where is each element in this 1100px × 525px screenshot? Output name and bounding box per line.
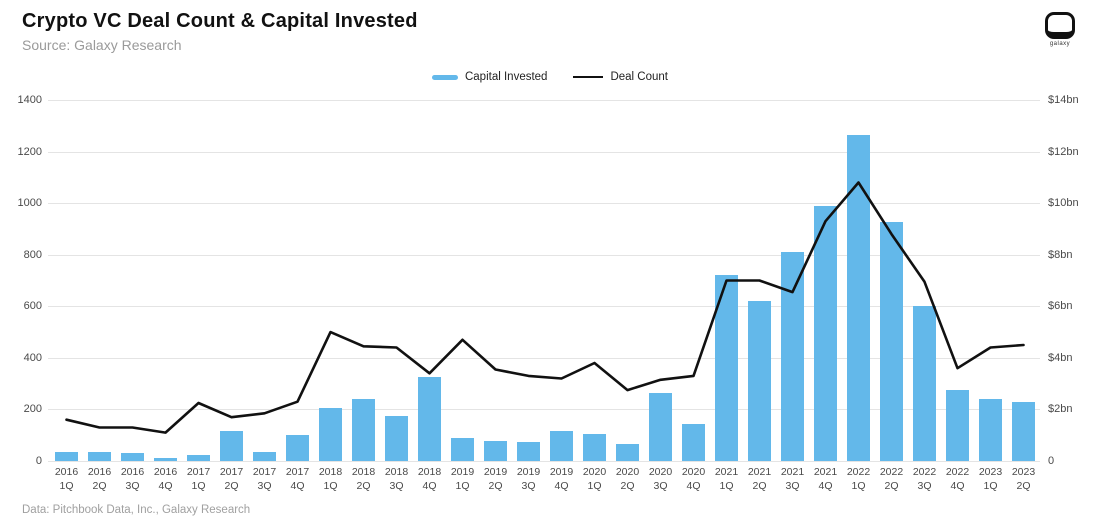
right-axis-tick-label: 0 — [1048, 455, 1055, 467]
x-axis-tick-label: 2019 2Q — [483, 466, 508, 492]
legend-item-deal-count: Deal Count — [573, 71, 668, 83]
x-axis-tick-label: 2018 2Q — [351, 466, 376, 492]
x-axis-tick-label: 2018 4Q — [417, 466, 442, 492]
capital-invested-bar — [418, 377, 441, 461]
x-axis-tick-label: 2020 4Q — [681, 466, 706, 492]
right-axis-tick-label: $10bn — [1048, 197, 1079, 210]
galaxy-logo: galaxy — [1038, 12, 1082, 47]
left-axis-tick-label: 1000 — [17, 197, 42, 210]
left-axis-tick-label: 200 — [23, 403, 42, 416]
capital-invested-bar — [847, 134, 870, 461]
gridline — [48, 100, 1040, 101]
capital-invested-bar — [220, 431, 243, 461]
capital-invested-bar — [121, 452, 144, 461]
x-axis-tick-label: 2022 4Q — [945, 466, 970, 492]
x-axis-tick-label: 2021 1Q — [714, 466, 739, 492]
x-axis-tick-label: 2023 2Q — [1011, 466, 1036, 492]
x-axis-tick-label: 2022 2Q — [879, 466, 904, 492]
capital-invested-bar — [781, 252, 804, 461]
left-axis-tick-label: 400 — [23, 351, 42, 364]
capital-invested-bar — [484, 440, 507, 461]
capital-invested-bar — [814, 205, 837, 461]
x-axis-tick-label: 2017 1Q — [186, 466, 211, 492]
gridline — [48, 203, 1040, 205]
capital-invested-bar — [1012, 401, 1035, 461]
capital-invested-bar — [385, 415, 408, 461]
right-axis-tick-label: $6bn — [1048, 300, 1073, 313]
gridline — [48, 151, 1040, 153]
legend-capital-invested-label: Capital Invested — [464, 71, 548, 83]
right-axis-tick-label: $4bn — [1048, 351, 1073, 364]
x-axis-tick-label: 2017 3Q — [252, 466, 277, 492]
capital-invested-bar — [616, 444, 639, 461]
capital-invested-bar — [550, 431, 573, 461]
x-axis-tick-label: 2016 3Q — [120, 466, 145, 492]
capital-invested-bar — [517, 441, 540, 461]
capital-invested-bar — [154, 457, 177, 461]
right-axis-tick-label: $8bn — [1048, 248, 1073, 261]
left-axis-tick-label: 1200 — [17, 145, 42, 158]
x-axis-tick-label: 2022 1Q — [846, 466, 871, 492]
x-axis-tick-label: 2019 3Q — [516, 466, 541, 492]
page-title: Crypto VC Deal Count & Capital Invested — [22, 10, 418, 32]
galaxy-logo-icon — [1045, 12, 1075, 39]
deal-count-swatch-icon — [573, 76, 604, 78]
chart-legend: Capital Invested Deal Count — [0, 71, 1100, 83]
capital-invested-bar — [649, 392, 672, 461]
left-axis-tick-label: 600 — [23, 300, 42, 313]
capital-invested-bar — [946, 390, 969, 461]
x-axis-tick-label: 2016 1Q — [54, 466, 79, 492]
capital-invested-bar — [682, 423, 705, 461]
capital-invested-bar — [880, 222, 903, 461]
x-axis-tick-label: 2023 1Q — [978, 466, 1003, 492]
left-axis-tick-label: 0 — [35, 455, 42, 467]
data-credit: Data: Pitchbook Data, Inc., Galaxy Resea… — [22, 504, 251, 516]
capital-invested-bar — [352, 399, 375, 461]
legend-deal-count-label: Deal Count — [610, 71, 668, 83]
x-axis-tick-label: 2022 3Q — [912, 466, 937, 492]
x-axis-tick-label: 2020 2Q — [615, 466, 640, 492]
x-axis-tick-label: 2019 1Q — [450, 466, 475, 492]
capital-invested-bar — [979, 399, 1002, 461]
legend-item-capital-invested: Capital Invested — [431, 71, 548, 83]
gridline — [48, 461, 1040, 462]
capital-invested-bar — [253, 451, 276, 461]
capital-invested-bar — [715, 275, 738, 461]
capital-invested-bar — [286, 435, 309, 461]
x-axis-tick-label: 2021 2Q — [747, 466, 772, 492]
left-axis-tick-label: 800 — [23, 248, 42, 261]
right-axis-tick-label: $14bn — [1048, 94, 1079, 106]
x-axis-tick-label: 2021 4Q — [813, 466, 838, 492]
x-axis-tick-label: 2018 3Q — [384, 466, 409, 492]
right-axis-tick-label: $12bn — [1048, 145, 1079, 158]
capital-invested-bar — [748, 301, 771, 461]
right-axis-tick-label: $2bn — [1048, 403, 1073, 416]
left-axis-tick-label: 1400 — [17, 94, 42, 106]
x-axis-tick-label: 2017 4Q — [285, 466, 310, 492]
x-axis-tick-label: 2017 2Q — [219, 466, 244, 492]
x-axis-tick-label: 2021 3Q — [780, 466, 805, 492]
galaxy-logo-word: galaxy — [1049, 41, 1071, 47]
x-axis-tick-label: 2016 2Q — [87, 466, 112, 492]
capital-invested-bar — [55, 451, 78, 461]
x-axis-tick-label: 2018 1Q — [318, 466, 343, 492]
capital-invested-bar — [88, 451, 111, 461]
capital-invested-bar — [913, 306, 936, 461]
capital-invested-bar — [451, 437, 474, 461]
capital-invested-bar — [583, 433, 606, 461]
capital-invested-bar — [319, 408, 342, 461]
source-subtitle: Source: Galaxy Research — [22, 37, 182, 53]
capital-invested-bar — [187, 455, 210, 461]
x-axis-tick-label: 2020 1Q — [582, 466, 607, 492]
capital-invested-swatch-icon — [431, 74, 458, 80]
x-axis-tick-label: 2020 3Q — [648, 466, 673, 492]
x-axis-tick-label: 2016 4Q — [153, 466, 178, 492]
x-axis-tick-label: 2019 4Q — [549, 466, 574, 492]
